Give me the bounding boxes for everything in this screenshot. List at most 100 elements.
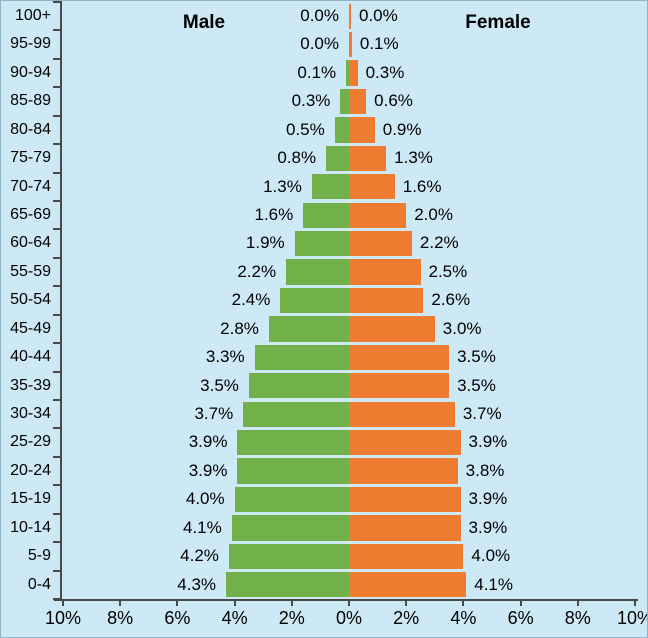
y-tick <box>53 427 60 430</box>
male-value-label: 0.3% <box>291 91 331 111</box>
female-bar <box>349 60 358 86</box>
male-bar <box>294 230 349 257</box>
female-bar <box>349 486 461 513</box>
age-group-label: 35-39 <box>10 376 51 394</box>
x-tick-label: 2% <box>393 608 420 628</box>
female-value-label: 3.5% <box>457 375 496 395</box>
female-bar <box>349 259 421 285</box>
male-value-label: 2.2% <box>237 261 277 281</box>
female-value-label: 3.0% <box>442 318 482 338</box>
male-bar <box>268 316 349 342</box>
y-tick <box>53 200 60 202</box>
y-tick <box>53 171 60 174</box>
age-group-label: 50-54 <box>10 291 51 309</box>
age-group-label: 5-9 <box>27 547 51 565</box>
female-value-label: 1.6% <box>402 176 442 196</box>
x-tick-label: 10% <box>44 608 82 628</box>
male-bar <box>248 373 349 399</box>
female-value-label: 3.8% <box>465 460 505 480</box>
female-bar <box>349 31 352 58</box>
female-value-label: 2.6% <box>431 290 471 310</box>
female-bar <box>349 401 455 427</box>
male-value-label: 3.9% <box>188 432 228 452</box>
y-tick <box>53 313 60 316</box>
female-value-label: 0.1% <box>359 34 399 54</box>
female-bar <box>349 373 450 399</box>
female-bar <box>349 429 461 456</box>
age-group-label: 0-4 <box>27 575 51 593</box>
age-group-label: 65-69 <box>10 206 51 223</box>
age-group-label: 55-59 <box>10 262 51 280</box>
y-tick <box>53 228 60 231</box>
y-tick <box>53 114 60 117</box>
x-tick <box>290 601 293 606</box>
y-tick <box>53 512 60 515</box>
age-group-label: 80-84 <box>10 120 51 138</box>
age-group-label: 100+ <box>14 7 51 24</box>
female-bar <box>349 543 464 570</box>
male-value-label: 3.7% <box>194 404 234 423</box>
male-value-label: 3.3% <box>205 347 245 367</box>
female-value-label: 3.9% <box>468 517 508 537</box>
male-bar <box>334 117 349 143</box>
male-bar <box>280 287 349 314</box>
x-tick-label: 4% <box>450 608 477 628</box>
x-tick-label: 4% <box>221 608 248 628</box>
female-value-label: 2.0% <box>414 205 453 224</box>
male-value-label: 4.1% <box>183 517 222 537</box>
male-value-label: 0.0% <box>300 6 339 25</box>
male-value-label: 2.4% <box>231 290 271 310</box>
x-tick-label: 8% <box>564 608 591 628</box>
female-value-label: 1.3% <box>394 148 433 168</box>
age-group-label: 95-99 <box>10 35 51 53</box>
female-value-label: 0.6% <box>374 91 413 111</box>
female-value-label: 0.3% <box>365 62 405 82</box>
male-value-label: 2.8% <box>220 318 259 338</box>
y-tick <box>53 342 60 345</box>
female-bar <box>349 230 412 257</box>
female-value-label: 3.9% <box>468 489 508 509</box>
female-bar <box>349 145 387 172</box>
y-tick <box>53 598 60 600</box>
y-tick <box>53 29 60 32</box>
female-bar <box>349 316 435 342</box>
female-bar <box>349 344 450 371</box>
y-tick <box>53 285 60 288</box>
y-tick <box>53 143 60 146</box>
female-value-label: 2.5% <box>428 261 468 281</box>
female-bar <box>349 572 467 598</box>
x-tick-label: 6% <box>507 608 534 628</box>
male-bar <box>326 145 349 172</box>
male-bar <box>303 202 349 228</box>
male-bar <box>231 515 349 541</box>
male-value-label: 1.3% <box>263 176 302 196</box>
male-value-label: 4.0% <box>185 489 225 509</box>
y-tick <box>53 57 60 60</box>
female-bar <box>349 458 458 484</box>
male-bar <box>311 174 349 200</box>
age-group-label: 60-64 <box>10 234 51 252</box>
x-tick <box>576 601 579 606</box>
age-group-label: 15-19 <box>10 490 51 508</box>
female-value-label: 2.2% <box>419 233 459 253</box>
female-value-label: 3.9% <box>468 432 508 452</box>
female-bar <box>349 287 424 314</box>
age-group-label: 70-74 <box>10 177 51 195</box>
female-value-label: 0.0% <box>359 6 398 25</box>
male-bar <box>237 458 349 484</box>
y-tick <box>53 86 60 89</box>
x-tick <box>348 601 350 606</box>
female-value-label: 3.7% <box>462 404 502 423</box>
x-tick <box>634 601 636 606</box>
x-tick-label: 10% <box>616 608 647 628</box>
y-tick <box>53 455 60 458</box>
x-tick <box>233 601 236 606</box>
male-value-label: 4.2% <box>180 546 219 566</box>
y-axis-line <box>60 1 62 601</box>
x-tick-label: 6% <box>164 608 191 628</box>
male-value-label: 1.9% <box>245 233 285 253</box>
male-bar <box>286 259 349 285</box>
male-value-label: 0.1% <box>297 62 337 82</box>
age-group-label: 30-34 <box>10 405 51 422</box>
